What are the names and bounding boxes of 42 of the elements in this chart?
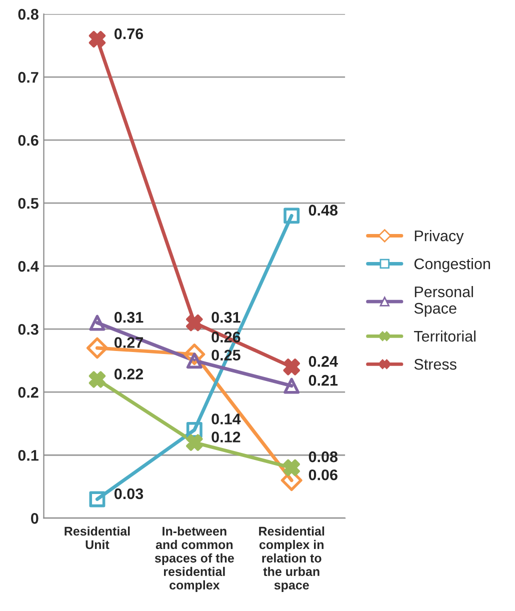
- point: [86, 337, 108, 359]
- point: [283, 459, 300, 476]
- y-tick-label: 0: [31, 512, 38, 524]
- y-tick-label: 0.3: [18, 324, 38, 335]
- data-label: 0.03: [114, 488, 144, 500]
- y-tick-label: 0.2: [18, 386, 38, 398]
- point: [186, 422, 202, 438]
- point: [88, 371, 106, 388]
- data-label: 0.12: [212, 432, 240, 442]
- x-tick-label: Residential Unit: [64, 526, 130, 550]
- data-label: 0.21: [308, 374, 338, 386]
- x-tick-label: In-between and common spaces of the residential complex: [154, 526, 234, 592]
- legend-label: Privacy: [414, 230, 464, 244]
- data-label: 0.48: [308, 204, 338, 216]
- y-tick-label: 0.1: [18, 450, 38, 461]
- point: [283, 358, 300, 376]
- legend-label: Stress: [414, 358, 456, 370]
- data-label: 0.76: [114, 28, 144, 40]
- data-label: 0.22: [114, 368, 144, 380]
- data-label: 0.24: [308, 356, 338, 367]
- point: [186, 314, 203, 332]
- x-tick-label: Residential complex in relation to the urban space: [259, 526, 324, 592]
- point: [88, 30, 106, 48]
- legend-label: Personal Space: [414, 286, 473, 317]
- point: [89, 491, 106, 508]
- y-tick-label: 0.5: [18, 198, 38, 209]
- y-tick-label: 0.7: [18, 72, 38, 83]
- y-tick-label: 0.6: [18, 134, 38, 146]
- data-label: 0.31: [114, 312, 144, 323]
- legend-label: Territorial: [414, 330, 476, 342]
- y-tick-label: 0.4: [18, 260, 39, 272]
- legend-label: Congestion: [414, 258, 490, 272]
- y-tick-label: 0.8: [18, 8, 38, 20]
- data-label: 0.08: [308, 451, 338, 462]
- point: [89, 314, 106, 331]
- point: [284, 208, 300, 224]
- data-label: 0.31: [212, 312, 240, 323]
- point: [284, 378, 300, 394]
- point: [186, 434, 203, 451]
- data-label: 0.06: [308, 469, 338, 480]
- data-label: 0.14: [212, 414, 241, 424]
- data-label: 0.27: [114, 337, 143, 348]
